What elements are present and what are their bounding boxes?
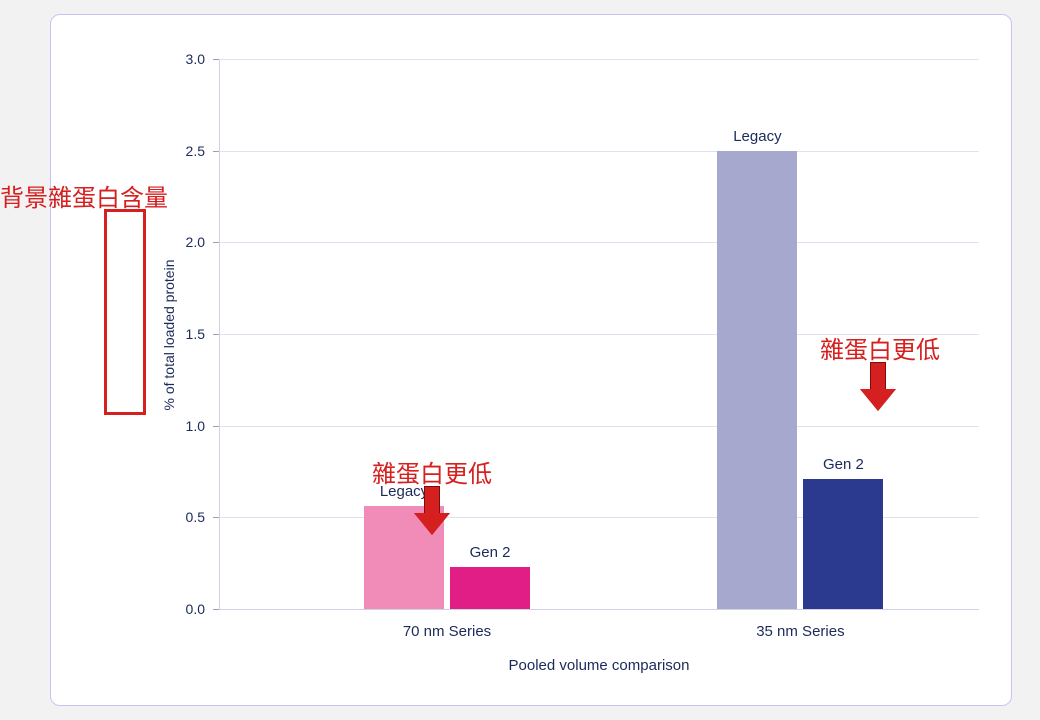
gridline bbox=[219, 426, 979, 427]
gridline bbox=[219, 242, 979, 243]
ytick-mark bbox=[213, 426, 219, 427]
bar: Legacy bbox=[717, 151, 797, 609]
xtick-label: 35 nm Series bbox=[756, 609, 844, 640]
annotation-ylabel-caption: 背景雜蛋白含量 bbox=[0, 178, 168, 213]
annotation-arrow-down-icon bbox=[414, 486, 450, 535]
xtick-label: 70 nm Series bbox=[403, 609, 491, 640]
ytick-mark bbox=[213, 151, 219, 152]
annotation-arrow-down-icon bbox=[860, 362, 896, 411]
bar-label: Legacy bbox=[733, 128, 781, 151]
ytick-mark bbox=[213, 59, 219, 60]
annotation-ylabel-box bbox=[104, 209, 146, 415]
gridline bbox=[219, 151, 979, 152]
bar-label: Gen 2 bbox=[470, 544, 511, 567]
bar: Gen 2 bbox=[803, 479, 883, 609]
y-axis-label: % of total loaded protein bbox=[161, 260, 177, 411]
ytick-mark bbox=[213, 517, 219, 518]
bar-label: Gen 2 bbox=[823, 456, 864, 479]
x-axis-label: Pooled volume comparison bbox=[509, 609, 690, 674]
annotation-callout-text: 雜蛋白更低 bbox=[372, 454, 492, 489]
x-axis-line bbox=[219, 609, 979, 610]
ytick-mark bbox=[213, 242, 219, 243]
ytick-mark bbox=[213, 334, 219, 335]
bar: Gen 2 bbox=[450, 567, 530, 609]
annotation-callout-text: 雜蛋白更低 bbox=[820, 330, 940, 365]
gridline bbox=[219, 59, 979, 60]
